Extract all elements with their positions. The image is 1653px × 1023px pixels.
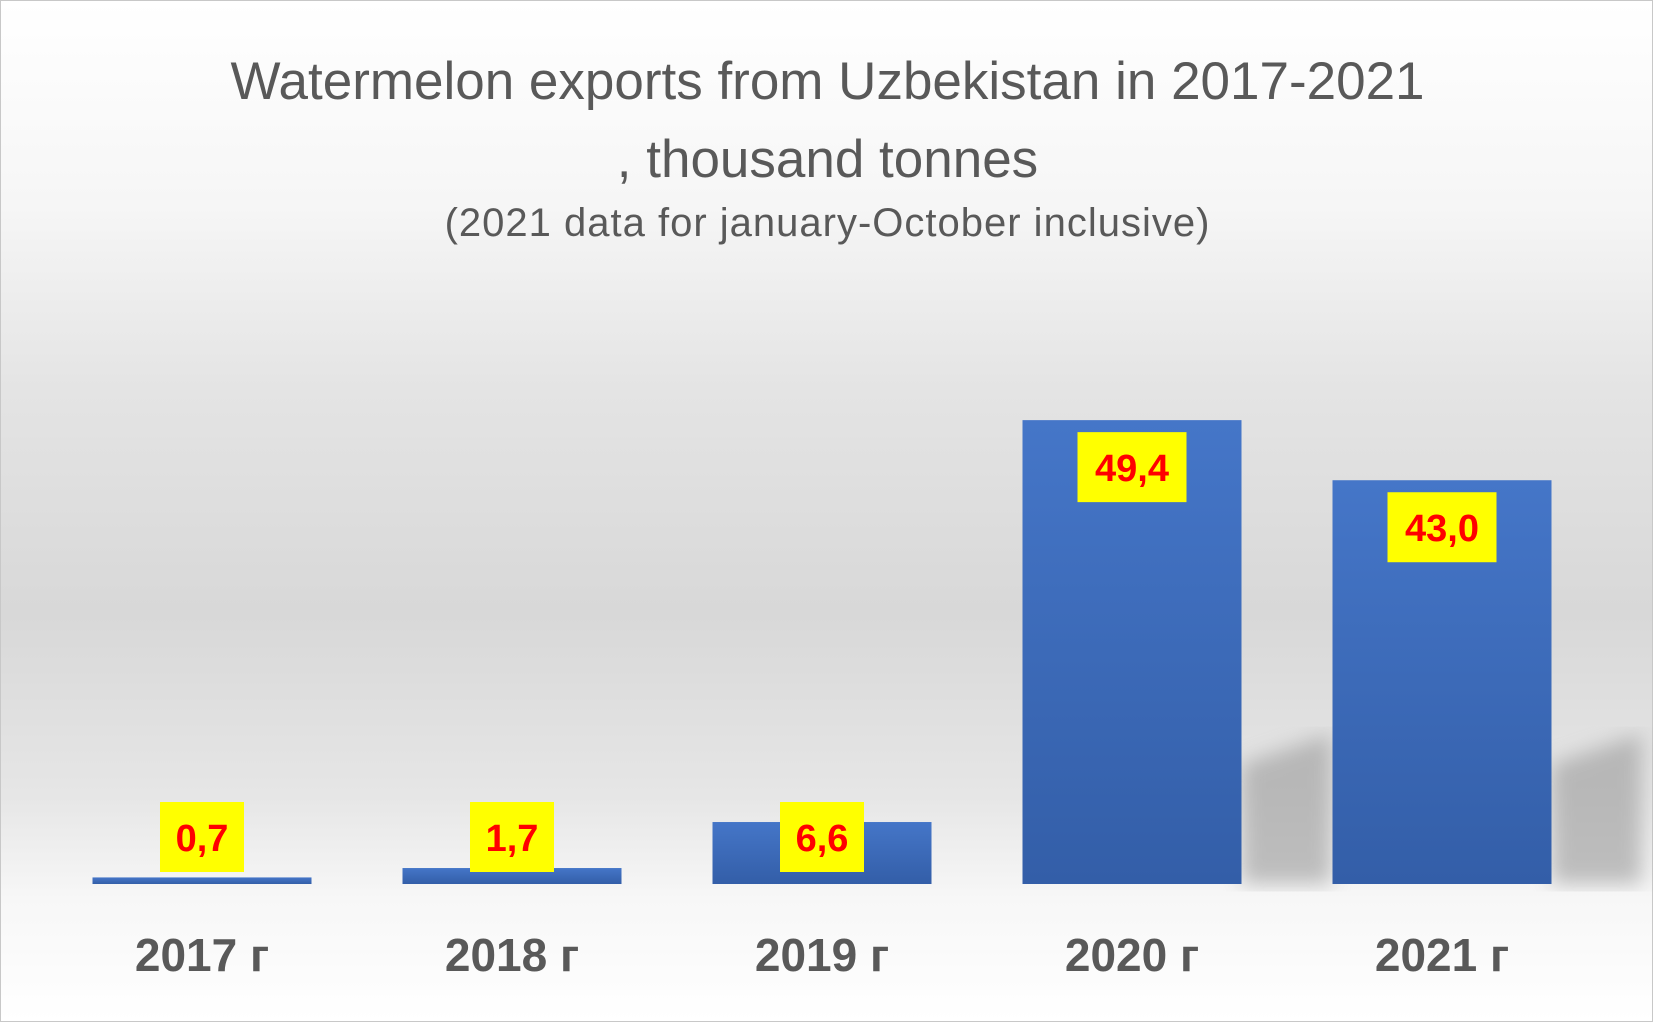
x-tick-label: 2020 г [1065,929,1199,981]
data-label-bg [1387,492,1497,563]
bar-shadow [1551,734,1642,884]
data-label: 0,7 [176,818,229,860]
bar-shadow [1241,734,1332,884]
data-label: 43,0 [1405,508,1479,550]
x-tick-label: 2017 г [135,929,269,981]
chart-title-text: Watermelon exports from Uzbekistan in 20… [230,52,1425,189]
data-label: 6,6 [796,818,849,860]
data-label-bg [780,802,864,872]
x-tick-label: 2018 г [445,929,579,981]
x-tick-label: 2019 г [755,929,889,981]
data-label-bg [470,802,554,872]
data-label: 49,4 [1095,448,1169,490]
chart-subtitle: (2021 data for january-October inclusive… [444,201,1211,245]
bar-2018 [402,868,622,884]
data-label-bg [1077,432,1187,503]
data-label: 1,7 [486,818,539,860]
x-tick-label: 2021 г [1375,929,1509,981]
bar-2017 [92,877,312,884]
chart-title: Watermelon exports from Uzbekistan in 20… [1,43,1653,199]
data-label-bg [160,802,244,872]
